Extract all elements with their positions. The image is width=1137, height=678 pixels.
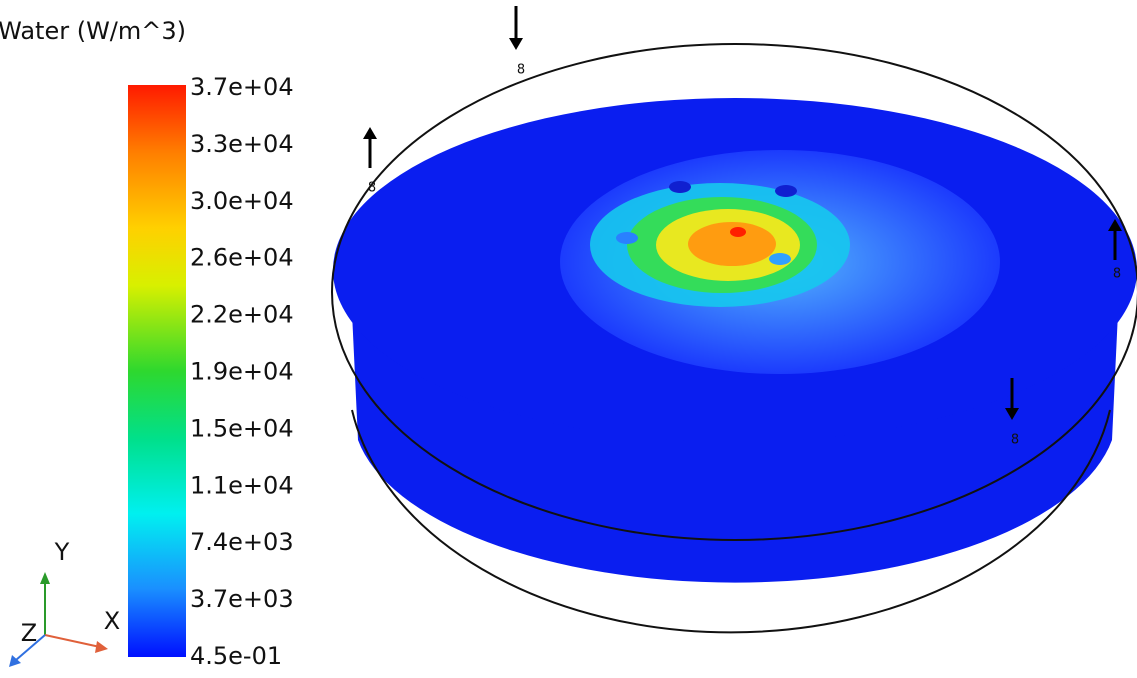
axis-y-label: Y: [54, 538, 70, 566]
axis-x-head: [95, 641, 108, 653]
axis-y-head: [40, 572, 50, 584]
hole: [775, 185, 797, 197]
color-bar: [128, 85, 186, 657]
probe-label: 8: [1113, 267, 1121, 282]
color-bar-label: 2.2e+04: [190, 301, 294, 329]
color-bar-label: 4.5e-01: [190, 642, 282, 670]
axis-z-head: [9, 655, 21, 667]
color-bar-label: 3.0e+04: [190, 187, 294, 215]
outline-ring: [331, 43, 1137, 541]
axis-x-label: X: [104, 607, 120, 635]
color-bar-label: 1.1e+04: [190, 471, 294, 499]
contour-orange: [688, 222, 776, 266]
probe-label: 8: [517, 63, 525, 78]
axis-z-label: Z: [21, 619, 37, 647]
hole: [769, 253, 791, 265]
hole: [616, 232, 638, 244]
color-bar-label: 7.4e+03: [190, 528, 294, 556]
probe-label: 8: [1011, 433, 1019, 448]
outline-lower: [351, 409, 1111, 634]
color-bar-label: 1.5e+04: [190, 414, 294, 442]
color-bar-label: 3.7e+04: [190, 73, 294, 101]
color-bar-label: 2.6e+04: [190, 244, 294, 272]
color-bar-label: 1.9e+04: [190, 358, 294, 386]
legend-title: Q_Water (W/m^3): [0, 17, 186, 45]
color-bar-label: 3.7e+03: [190, 585, 294, 613]
color-bar-labels: 3.7e+04 3.3e+04 3.0e+04 2.6e+04 2.2e+04 1.9e+…: [190, 73, 294, 670]
hole: [669, 181, 691, 193]
probe-arrows: [363, 6, 1122, 420]
probe-label: 8: [368, 181, 376, 196]
contour-red: [730, 227, 746, 237]
axis-x: [44, 634, 101, 648]
axis-z: [15, 634, 46, 661]
color-bar-label: 3.3e+04: [190, 130, 294, 158]
